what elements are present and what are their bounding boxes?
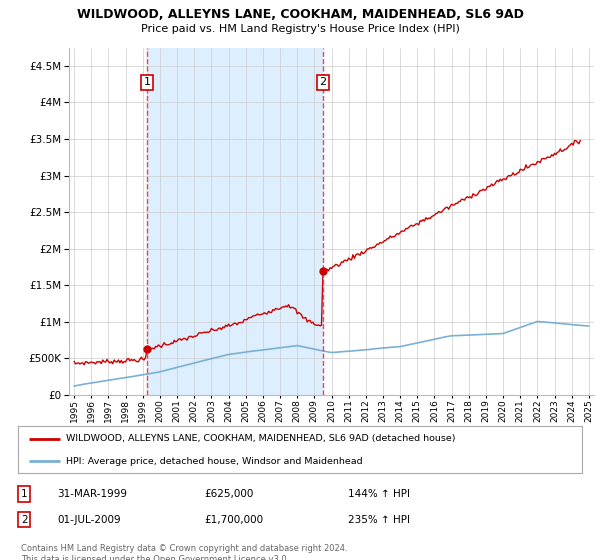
Bar <box>147 48 323 395</box>
Text: 144% ↑ HPI: 144% ↑ HPI <box>348 489 410 499</box>
Text: Contains HM Land Registry data © Crown copyright and database right 2024.
This d: Contains HM Land Registry data © Crown c… <box>21 544 347 560</box>
Text: 235% ↑ HPI: 235% ↑ HPI <box>348 515 410 525</box>
Text: 2: 2 <box>21 515 28 525</box>
Text: WILDWOOD, ALLEYNS LANE, COOKHAM, MAIDENHEAD, SL6 9AD (detached house): WILDWOOD, ALLEYNS LANE, COOKHAM, MAIDENH… <box>66 435 455 444</box>
Text: Price paid vs. HM Land Registry's House Price Index (HPI): Price paid vs. HM Land Registry's House … <box>140 24 460 34</box>
Text: HPI: Average price, detached house, Windsor and Maidenhead: HPI: Average price, detached house, Wind… <box>66 457 362 466</box>
Text: 01-JUL-2009: 01-JUL-2009 <box>57 515 121 525</box>
Text: WILDWOOD, ALLEYNS LANE, COOKHAM, MAIDENHEAD, SL6 9AD: WILDWOOD, ALLEYNS LANE, COOKHAM, MAIDENH… <box>77 8 523 21</box>
Text: 1: 1 <box>143 77 151 87</box>
Text: 2: 2 <box>319 77 326 87</box>
Text: 31-MAR-1999: 31-MAR-1999 <box>57 489 127 499</box>
Text: £625,000: £625,000 <box>204 489 253 499</box>
Text: 1: 1 <box>21 489 28 499</box>
Text: £1,700,000: £1,700,000 <box>204 515 263 525</box>
